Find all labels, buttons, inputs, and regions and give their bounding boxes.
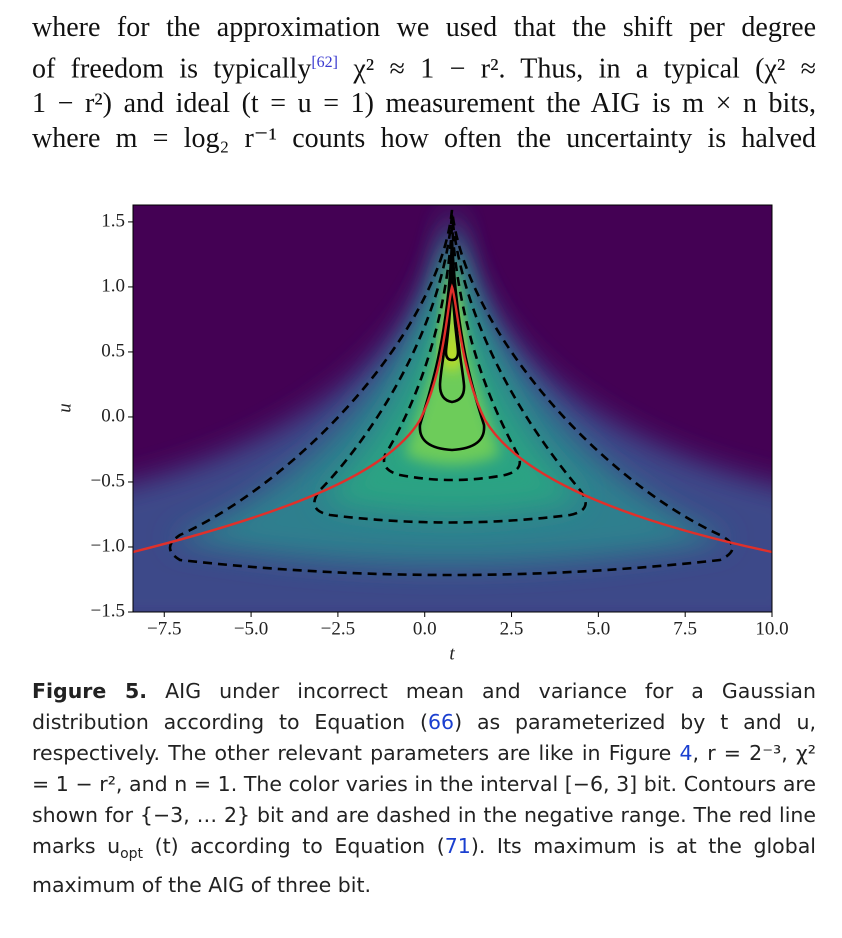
x-tick-label: 2.5 [500,618,524,639]
y-tick-label: 1.0 [101,275,125,296]
x-tick-label: −2.5 [321,618,355,639]
text: ). Its maximum is at the global maximum … [32,834,816,898]
equation-link[interactable]: 66 [428,710,455,734]
axes: −7.5 −5.0 −2.5 0.0 2.5 5.0 7.5 10.0 −1.5 −1.0 −0.5… [91,210,789,639]
text-line: 1 − r²) and ideal (t = u = 1) measuremen… [32,88,816,120]
x-tick-label: −5.0 [234,618,268,639]
x-tick-label: −7.5 [147,618,181,639]
figure-link[interactable]: 4 [679,741,693,765]
x-tick-label: 5.0 [586,618,610,639]
y-tick-label: −0.5 [91,470,125,491]
text-line: of freedom is typically[62] χ² ≈ 1 − r².… [32,45,816,86]
equation-link[interactable]: 71 [444,834,471,858]
u-opt-curve [132,283,773,554]
y-tick-label: −1.0 [91,535,125,556]
text-line: where for the approximation we used that… [32,12,816,43]
contours [168,209,734,577]
x-tick-label: 7.5 [673,618,697,639]
figure-label: Figure 5. [32,679,148,703]
y-tick-label: 0.5 [101,340,125,361]
x-axis-label: t [449,643,455,664]
y-tick-label: −1.5 [91,600,125,621]
plot-frame [132,204,773,613]
y-tick-label: 1.5 [101,210,125,231]
text: of freedom is typically [32,53,312,85]
reference[interactable]: [62] [311,54,338,71]
text: ) as parameterized by t and u, respectiv… [32,710,817,765]
text: (t) according to Equation ( [143,834,445,858]
x-tick-label: 10.0 [755,618,788,639]
text-line: where m = log₂ r⁻¹ counts how often the … [32,123,816,155]
chart: −7.5 −5.0 −2.5 0.0 2.5 5.0 7.5 10.0 −1.5 −1.0 −0.5… [54,204,789,664]
caption: Figure 5. AIG under incorrect mean and v… [32,676,816,901]
subscript: opt [120,846,144,863]
text: , r = 2⁻³, χ² = 1 − r², and n = 1. The c… [32,741,816,858]
text: χ² ≈ 1 − r². Thus, in a typical (χ² ≈ [353,53,817,85]
x-tick-label: 0.0 [413,618,437,639]
y-axis-label: u [54,403,75,413]
text: AIG under incorrect mean and variance fo… [32,679,816,734]
paragraph: where for the approximation we used that… [32,10,816,156]
y-tick-label: 0.0 [101,405,125,426]
